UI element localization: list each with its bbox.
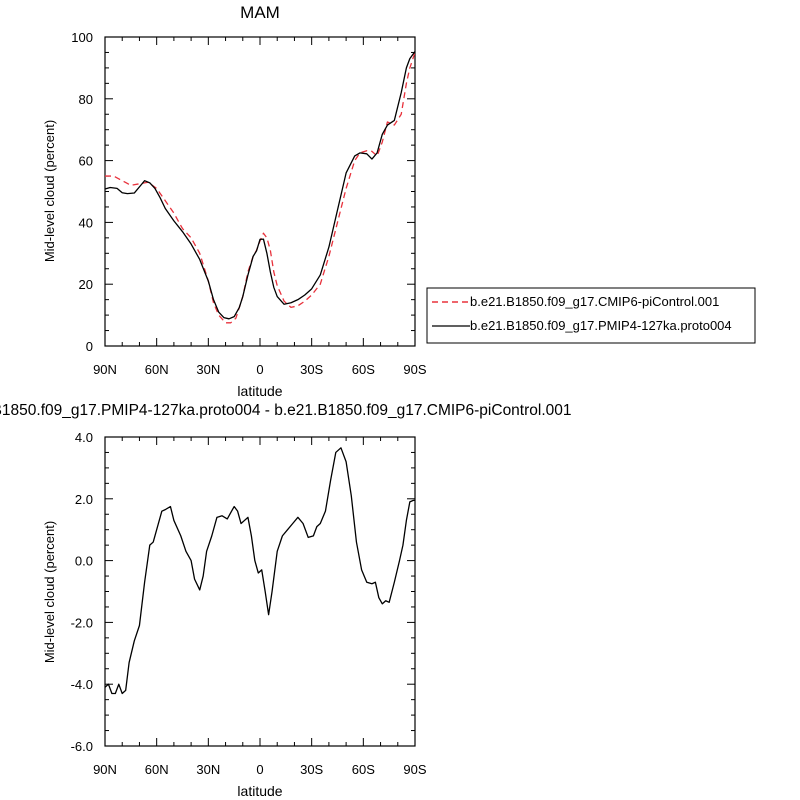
top-x-tick-label: 60S bbox=[352, 362, 375, 377]
bottom-y-tick-label: -2.0 bbox=[71, 615, 93, 630]
bottom-y-tick-label: 0.0 bbox=[75, 554, 93, 569]
top-series-line-1 bbox=[104, 51, 416, 320]
top-x-tick-label: 90N bbox=[93, 362, 117, 377]
top-plot-frame bbox=[104, 36, 416, 347]
top-chart-title: MAM bbox=[240, 3, 280, 22]
legend-label-piControl: b.e21.B1850.f09_g17.CMIP6-piControl.001 bbox=[470, 294, 719, 309]
top-x-tick-label: 0 bbox=[256, 362, 263, 377]
bottom-plot-area: -6.0 -4.0 -2.0 0.0 2.0 4.0 90N 60N 30N 0 30S 60S 90S bbox=[71, 430, 427, 777]
top-x-tick-label: 60N bbox=[145, 362, 169, 377]
top-x-tick-label: 90S bbox=[403, 362, 426, 377]
bottom-panel: b.e21.B1850.f09_g17.PMIP4-127ka.proto004… bbox=[0, 402, 572, 799]
bottom-x-axis-label: latitude bbox=[237, 783, 282, 799]
bottom-x-tick-label: 90N bbox=[93, 762, 117, 777]
top-x-tick-label: 30N bbox=[196, 362, 220, 377]
bottom-y-axis-label: Mid-level cloud (percent) bbox=[42, 521, 57, 663]
bottom-x-tick-label: 90S bbox=[403, 762, 426, 777]
bottom-chart-title: b.e21.B1850.f09_g17.PMIP4-127ka.proto004… bbox=[0, 402, 572, 419]
bottom-y-tick-label: -4.0 bbox=[71, 677, 93, 692]
legend: b.e21.B1850.f09_g17.CMIP6-piControl.001 … bbox=[426, 287, 756, 344]
top-y-axis-label: Mid-level cloud (percent) bbox=[42, 120, 57, 262]
bottom-y-tick-label: -6.0 bbox=[71, 739, 93, 754]
bottom-x-tick-label: 0 bbox=[256, 762, 263, 777]
top-y-tick-label: 20 bbox=[79, 277, 93, 292]
legend-box bbox=[426, 287, 756, 344]
top-y-tick-label: 80 bbox=[79, 92, 93, 107]
bottom-series-line-0 bbox=[104, 447, 415, 695]
bottom-plot-frame bbox=[104, 436, 416, 747]
top-y-tick-label: 0 bbox=[86, 339, 93, 354]
top-y-tick-label: 40 bbox=[79, 215, 93, 230]
legend-label-127ka: b.e21.B1850.f09_g17.PMIP4-127ka.proto004 bbox=[470, 318, 732, 333]
bottom-x-tick-label: 60S bbox=[352, 762, 375, 777]
bottom-x-tick-label: 30S bbox=[300, 762, 323, 777]
top-x-tick-label: 30S bbox=[300, 362, 323, 377]
top-series-line-0 bbox=[105, 52, 416, 324]
bottom-x-tick-label: 60N bbox=[145, 762, 169, 777]
top-y-tick-label: 100 bbox=[71, 30, 93, 45]
top-plot-area: 0 20 40 60 80 100 90N 60N 30N 0 30S 60S 90S bbox=[71, 30, 427, 377]
top-y-tick-label: 60 bbox=[79, 154, 93, 169]
top-panel: MAM 0 20 40 60 80 100 90N 60N 30N 0 30S 60S 90S lati… bbox=[42, 3, 756, 399]
top-x-axis-label: latitude bbox=[237, 383, 282, 399]
bottom-y-tick-label: 2.0 bbox=[75, 492, 93, 507]
bottom-y-tick-label: 4.0 bbox=[75, 430, 93, 445]
bottom-x-tick-label: 30N bbox=[196, 762, 220, 777]
